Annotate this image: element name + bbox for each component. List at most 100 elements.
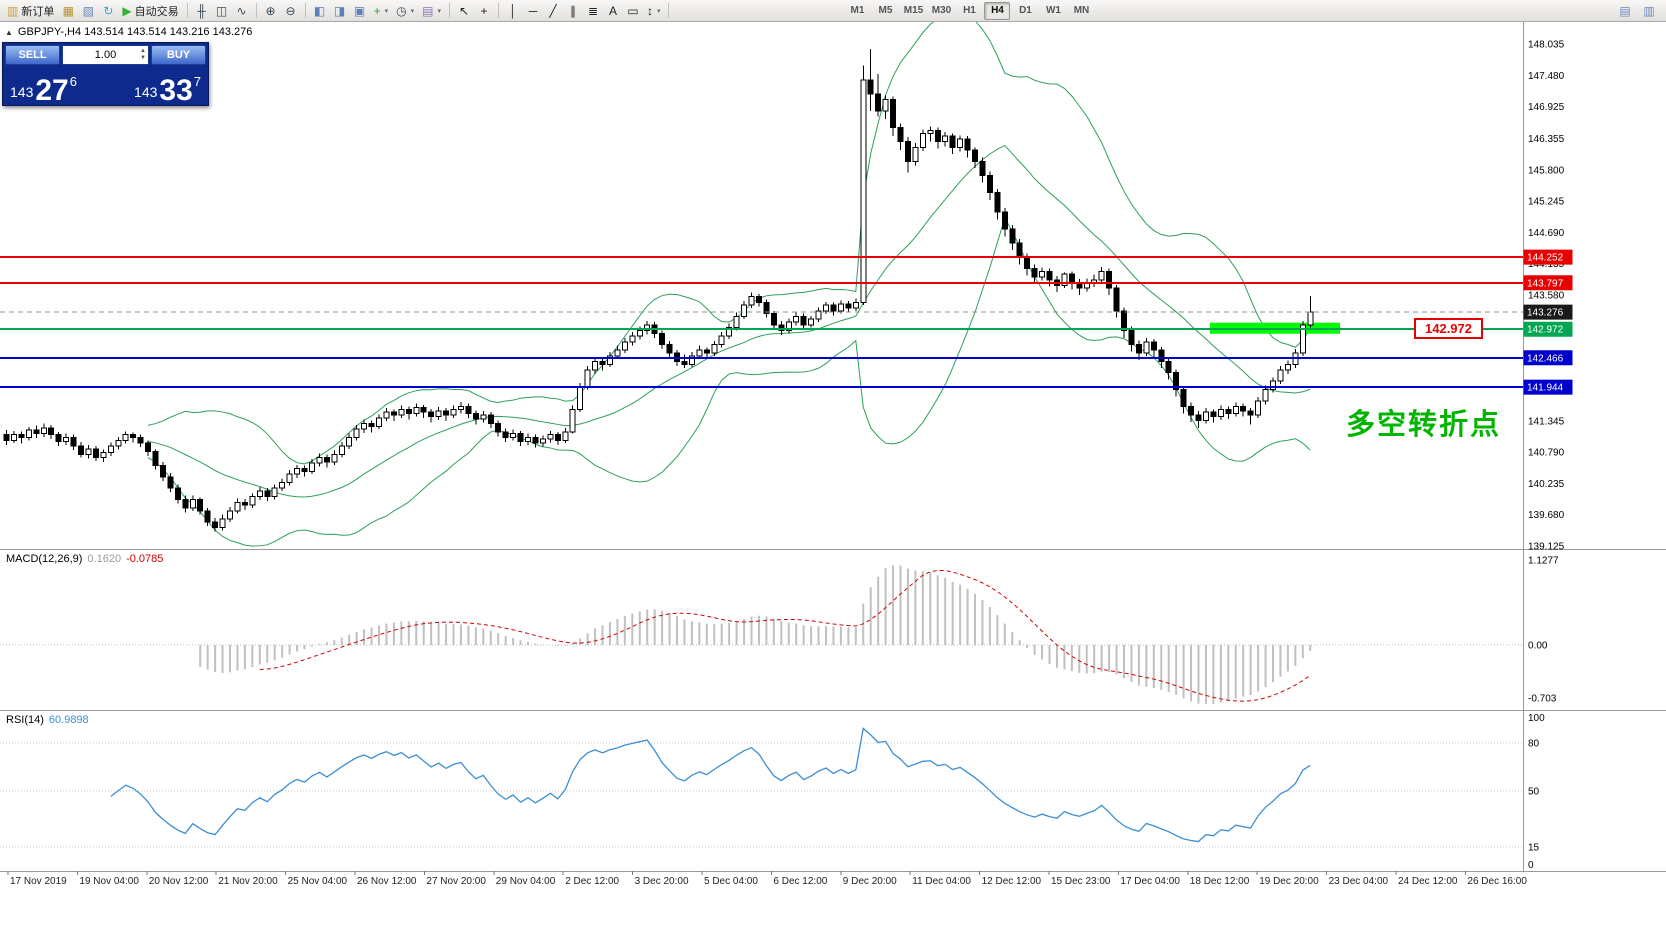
timeframe-h1[interactable]: H1	[956, 2, 982, 20]
trade-panel-controls: SELL 1.00 ▲ ▼ BUY	[5, 45, 206, 65]
lot-up-icon[interactable]: ▲	[140, 48, 146, 54]
toolbar-separator	[186, 3, 188, 18]
timeframe-m5[interactable]: M5	[872, 2, 898, 20]
vertical-line-icon[interactable]: │	[503, 1, 523, 21]
timeframe-w1[interactable]: W1	[1040, 2, 1066, 20]
svg-text:141.345: 141.345	[1528, 416, 1565, 427]
svg-text:17 Dec 04:00: 17 Dec 04:00	[1120, 876, 1180, 887]
svg-text:140.235: 140.235	[1528, 479, 1565, 490]
bar-chart-icon[interactable]: ╫	[192, 1, 212, 21]
collapse-panel-icon[interactable]: ▲	[5, 27, 13, 37]
tile-windows-icon[interactable]: ◧	[310, 1, 330, 21]
toolbar-separator	[668, 3, 670, 18]
chinese-annotation[interactable]: 多空转折点	[1346, 409, 1502, 441]
svg-text:26 Dec 16:00: 26 Dec 16:00	[1467, 876, 1527, 887]
lot-size-field[interactable]: 1.00 ▲ ▼	[62, 45, 149, 65]
timeframe-m1[interactable]: M1	[844, 2, 870, 20]
new-order-icon: ▥	[7, 3, 19, 18]
new-chart-icon[interactable]: ▦	[58, 1, 78, 21]
text-icon[interactable]: A	[603, 1, 623, 21]
candlestick-chart-icon: ◫	[215, 3, 228, 18]
chevron-down-icon: ▾	[410, 7, 415, 15]
templates-icon[interactable]: ▤ ▾	[418, 1, 445, 21]
fibonacci-icon[interactable]: ≣	[583, 1, 603, 21]
crosshair-icon[interactable]: +	[474, 1, 494, 21]
cascade-windows-icon[interactable]: ◨	[330, 1, 350, 21]
line-chart-icon[interactable]: ∿	[232, 1, 252, 21]
new-order-button[interactable]: ▥ 新订单	[3, 1, 58, 21]
svg-text:11 Dec 04:00: 11 Dec 04:00	[912, 876, 971, 887]
zoom-in-icon: ⊕	[265, 3, 276, 18]
cursor-icon[interactable]: ↖	[454, 1, 474, 21]
bid-price[interactable]: 143 27 6	[10, 66, 77, 105]
toolbar-separator	[255, 3, 257, 18]
rsi-indicator-label: RSI(14) 60.9898	[6, 714, 89, 726]
lot-down-icon[interactable]: ▼	[140, 55, 146, 61]
price-scale[interactable]: 148.035 147.480 146.925 146.355 145.800 145.2…	[1523, 40, 1573, 872]
svg-text:15: 15	[1528, 843, 1540, 854]
text-label-icon[interactable]: ▭	[623, 1, 643, 21]
buy-button[interactable]: BUY	[151, 45, 206, 65]
one-click-trading-panel: SELL 1.00 ▲ ▼ BUY 143 27 6 143 33 7	[2, 42, 209, 106]
periods-icon: ◷	[396, 3, 407, 18]
ask-prefix: 143	[134, 84, 158, 100]
time-scale[interactable]: 17 Nov 2019 19 Nov 04:00 20 Nov 12:00 21 No…	[7, 871, 1527, 887]
sell-button[interactable]: SELL	[5, 45, 60, 65]
horizontal-line-icon[interactable]: ─	[523, 1, 543, 21]
auto-arrange-icon: ▣	[353, 3, 366, 18]
svg-text:80: 80	[1528, 739, 1540, 750]
svg-text:141.944: 141.944	[1527, 383, 1564, 394]
trendline-icon[interactable]: ╱	[543, 1, 563, 21]
autotrade-button-label: 自动交易	[134, 5, 179, 18]
indicators-add-icon[interactable]: + ▾	[370, 1, 393, 21]
svg-text:140.790: 140.790	[1528, 448, 1565, 459]
zoom-in-icon[interactable]: ⊕	[261, 1, 281, 21]
timeframe-mn[interactable]: MN	[1068, 2, 1094, 20]
profiles-icon: ▧	[82, 3, 95, 18]
svg-text:146.925: 146.925	[1528, 102, 1565, 113]
ask-price[interactable]: 143 33 7	[134, 66, 201, 105]
market-watch-icon[interactable]: ▥	[1639, 1, 1659, 21]
trade-panel-prices: 143 27 6 143 33 7	[5, 65, 206, 105]
horizontal-line-objects[interactable]	[0, 256, 1523, 389]
candlestick-chart-icon[interactable]: ◫	[212, 1, 232, 21]
rsi-name: RSI(14)	[6, 714, 44, 726]
svg-text:19 Nov 04:00: 19 Nov 04:00	[79, 876, 139, 887]
autotrade-button[interactable]: ▶ 自动交易	[118, 1, 182, 21]
ask-pipette: 7	[193, 74, 201, 89]
arrows-list-icon[interactable]: ↕ ▾	[643, 1, 665, 21]
lot-spinner[interactable]: ▲ ▼	[140, 48, 146, 62]
macd-signal-line	[259, 569, 1311, 702]
profiles-icon[interactable]: ▧	[78, 1, 98, 21]
data-window-icon[interactable]: ▤	[1615, 1, 1635, 21]
chevron-down-icon: ▾	[437, 7, 441, 15]
timeframe-m15[interactable]: M15	[900, 2, 926, 20]
svg-text:-0.703: -0.703	[1528, 694, 1557, 705]
timeframe-h4[interactable]: H4	[984, 1, 1011, 20]
equidistant-channel-icon: ∥	[569, 3, 576, 18]
equidistant-channel-icon[interactable]: ∥	[563, 1, 583, 21]
price-tag-142466	[1523, 350, 1573, 366]
auto-arrange-icon[interactable]: ▣	[350, 1, 370, 21]
indicators-add-icon: +	[373, 3, 381, 18]
svg-text:139.125: 139.125	[1528, 541, 1565, 552]
zoom-out-icon[interactable]: ⊖	[281, 1, 301, 21]
svg-text:147.480: 147.480	[1528, 71, 1565, 82]
symbol-ohlc-text: GBPJPY-,H4 143.514 143.514 143.216 143.2…	[17, 26, 253, 38]
timeframe-d1[interactable]: D1	[1012, 2, 1038, 20]
macd-pane	[0, 565, 1523, 704]
svg-text:3 Dec 20:00: 3 Dec 20:00	[635, 876, 689, 887]
timeframe-m30[interactable]: M30	[928, 2, 954, 20]
svg-text:20 Nov 12:00: 20 Nov 12:00	[149, 876, 209, 887]
svg-text:0: 0	[1528, 860, 1534, 871]
price-level-box[interactable]: 142.972	[1414, 318, 1483, 339]
periods-icon[interactable]: ◷ ▾	[392, 1, 418, 21]
svg-text:19 Dec 20:00: 19 Dec 20:00	[1259, 876, 1319, 887]
green-highlight-bar[interactable]	[1210, 322, 1340, 334]
chevron-down-icon: ▾	[384, 7, 389, 15]
svg-text:27 Nov 20:00: 27 Nov 20:00	[426, 876, 486, 887]
macd-signal-value: -0.0785	[126, 553, 164, 565]
refresh-icon[interactable]: ↻	[98, 1, 118, 21]
